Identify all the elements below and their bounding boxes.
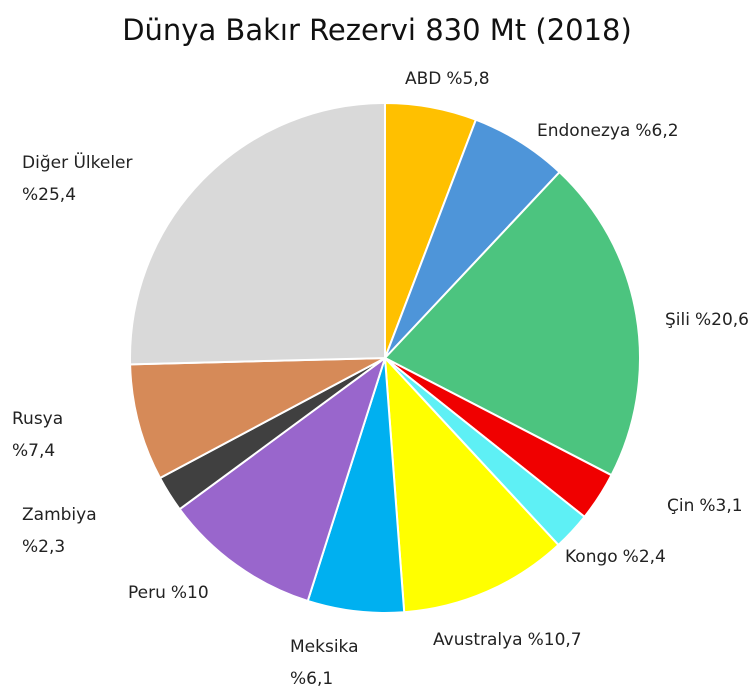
slice-label: Diğer Ülkeler %25,4 (22, 151, 133, 205)
category-label: Rusya (12, 409, 63, 429)
value-label: %2,4 (623, 547, 666, 567)
slice-label: Endonezya %6,2 (537, 121, 679, 141)
slice-label: Avustralya %10,7 (433, 630, 582, 650)
value-label: %2,3 (22, 537, 65, 557)
value-label: %20,6 (695, 310, 749, 330)
slice-label: Rusya %7,4 (12, 409, 63, 461)
value-label: %6,1 (290, 669, 333, 689)
value-label: %5,8 (446, 69, 489, 89)
category-label: Çin (667, 496, 694, 516)
value-label: %10,7 (528, 630, 582, 650)
slice-label: Kongo %2,4 (565, 547, 666, 567)
category-label: Meksika (290, 637, 359, 657)
slice-label: Çin %3,1 (667, 496, 743, 516)
category-label: ABD (405, 69, 441, 89)
category-label: Şili (665, 310, 690, 330)
pie-slice (129, 357, 386, 480)
value-label: %6,2 (635, 121, 678, 141)
pie-slice (383, 355, 560, 614)
value-label: %10 (171, 583, 209, 603)
slice-label: Meksika %6,1 (290, 637, 359, 689)
category-label: Endonezya (537, 121, 630, 141)
value-label: %25,4 (22, 185, 76, 205)
chart-title: Dünya Bakır Rezervi 830 Mt (2018) (122, 13, 632, 47)
value-label: %3,1 (699, 496, 742, 516)
slice-label: Şili %20,6 (665, 310, 749, 330)
slice-label: Zambiya %2,3 (22, 505, 97, 557)
category-label: Avustralya (433, 630, 523, 650)
category-label: Peru (128, 583, 166, 603)
slice-label: Peru %10 (128, 583, 209, 603)
pie-slice (129, 101, 386, 366)
category-label: Diğer Ülkeler (22, 151, 133, 173)
value-label: %7,4 (12, 441, 55, 461)
pie-slice (178, 355, 387, 603)
category-label: Kongo (565, 547, 618, 567)
category-label: Zambiya (22, 505, 97, 525)
slice-label: ABD %5,8 (405, 69, 490, 89)
pie-slice (383, 170, 641, 477)
